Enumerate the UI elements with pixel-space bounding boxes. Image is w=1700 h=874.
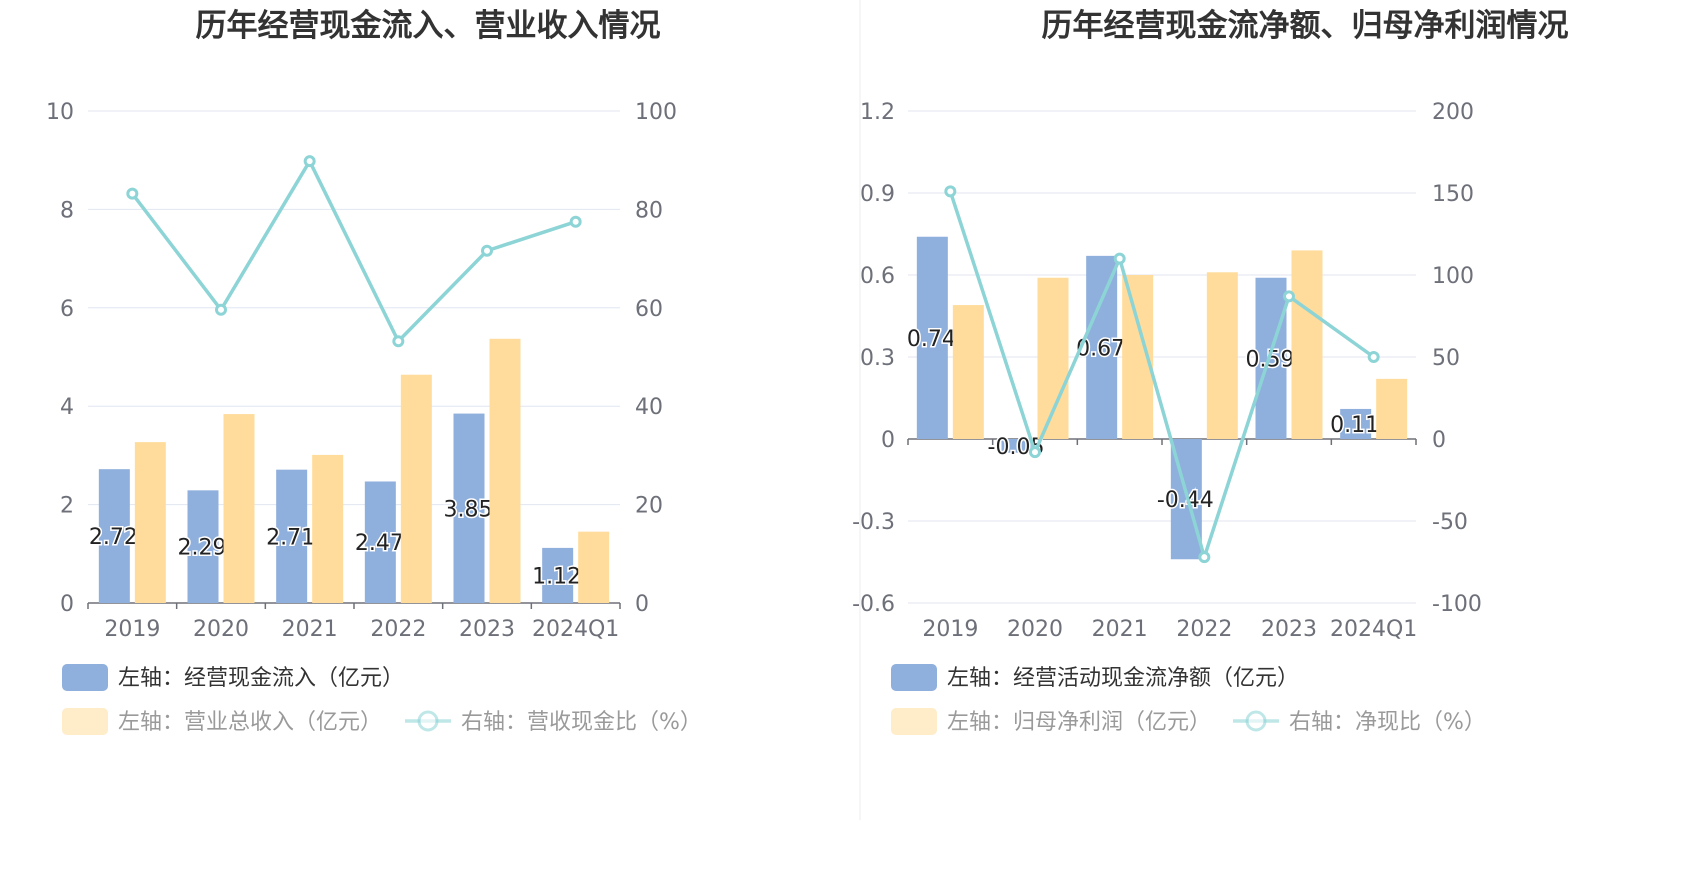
legend-swatch-bar xyxy=(62,664,108,691)
legend-label: 左轴：营业总收入（亿元） xyxy=(118,710,382,735)
legend-label: 左轴：经营活动现金流净额（亿元） xyxy=(947,666,1299,691)
bar-secondary xyxy=(134,442,166,603)
bar-secondary xyxy=(578,531,610,603)
x-axis-category-label: 2022 xyxy=(370,617,426,642)
right-axis-tick-label: 100 xyxy=(635,100,677,125)
legend-swatch-bar xyxy=(891,708,937,735)
left-axis-tick-label: 8 xyxy=(60,198,74,223)
right-axis-tick-label: -100 xyxy=(1432,592,1482,617)
ratio-line-point xyxy=(1283,290,1295,303)
legend-label: 右轴：净现比（%） xyxy=(1289,710,1486,735)
left-axis-tick-label: 0 xyxy=(881,428,895,453)
bar-primary xyxy=(364,481,396,603)
chart-title: 历年经营现金流净额、归母净利润情况 xyxy=(1042,8,1569,44)
bar-data-label: 1.12 xyxy=(532,564,581,589)
x-axis-category-label: 2023 xyxy=(459,617,515,642)
bar-primary xyxy=(542,547,574,603)
x-axis-category-label: 2023 xyxy=(1261,617,1317,642)
bar-data-label: 2.47 xyxy=(355,531,404,556)
right-axis-tick-label: 60 xyxy=(635,297,663,322)
right-axis-tick-label: 50 xyxy=(1432,346,1460,371)
bar-secondary xyxy=(1376,378,1408,439)
right-axis-tick-label: 80 xyxy=(635,198,663,223)
right-axis-tick-label: -50 xyxy=(1432,510,1468,535)
left-axis-tick-label: 10 xyxy=(46,100,74,125)
bar-secondary xyxy=(223,414,255,603)
bar-primary xyxy=(187,490,219,603)
x-axis-category-label: 2024Q1 xyxy=(532,617,619,642)
right-axis-tick-label: 40 xyxy=(635,395,663,420)
left-axis-tick-label: 0.6 xyxy=(860,264,895,289)
ratio-line-point xyxy=(944,185,957,198)
x-axis-category-label: 2022 xyxy=(1176,617,1232,642)
bar-secondary xyxy=(312,454,344,603)
ratio-line-point xyxy=(392,335,405,348)
right-axis-tick-label: 0 xyxy=(1432,428,1446,453)
right-axis-tick-label: 200 xyxy=(1432,100,1474,125)
x-axis-category-label: 2021 xyxy=(282,617,338,642)
right-axis-tick-label: 20 xyxy=(635,494,663,519)
bar-primary xyxy=(1255,277,1287,439)
bar-secondary xyxy=(952,305,984,439)
left-axis-tick-label: 2 xyxy=(60,494,74,519)
ratio-line-point xyxy=(1029,446,1041,459)
bar-primary xyxy=(1086,255,1118,439)
bar-primary xyxy=(276,469,308,603)
x-axis-category-label: 2024Q1 xyxy=(1330,617,1417,642)
left-axis-tick-label: 6 xyxy=(60,297,74,322)
right-axis-tick-label: 150 xyxy=(1432,182,1474,207)
bar-data-label: 0.74 xyxy=(907,327,956,352)
bar-primary xyxy=(1340,408,1372,439)
left-axis-tick-label: 4 xyxy=(60,395,74,420)
x-axis-category-label: 2019 xyxy=(922,617,978,642)
ratio-line-point xyxy=(303,155,316,168)
left-axis-tick-label: 0.9 xyxy=(860,182,895,207)
ratio-line xyxy=(948,190,1375,559)
bar-secondary xyxy=(489,338,521,603)
ratio-line-point xyxy=(481,244,493,257)
x-axis-category-label: 2020 xyxy=(1007,617,1063,642)
ratio-line-point xyxy=(126,187,139,200)
bar-primary xyxy=(98,469,130,603)
left-axis-tick-label: -0.3 xyxy=(852,510,895,535)
x-axis-category-label: 2019 xyxy=(104,617,160,642)
left-axis-tick-label: 1.2 xyxy=(860,100,895,125)
bar-primary xyxy=(453,413,485,603)
left-axis-tick-label: 0 xyxy=(60,592,74,617)
x-axis-category-label: 2020 xyxy=(193,617,249,642)
bar-data-label: 3.85 xyxy=(444,497,493,522)
ratio-line-point xyxy=(215,303,227,316)
legend-label: 左轴：归母净利润（亿元） xyxy=(947,710,1211,735)
bar-data-label: 2.71 xyxy=(266,525,315,550)
chart-panel-net-cashflow-profit: 历年经营现金流净额、归母净利润情况 -0.6 -0.3 0 0.3 0.6 0.9 1.2 -… xyxy=(852,8,1569,735)
legend-swatch-line-marker xyxy=(1245,710,1267,732)
ratio-line xyxy=(130,159,577,344)
ratio-line-point xyxy=(1367,351,1380,363)
legend-label: 左轴：经营现金流入（亿元） xyxy=(118,666,404,691)
bar-secondary xyxy=(1206,272,1238,439)
chart-title: 历年经营现金流入、营业收入情况 xyxy=(196,8,661,44)
legend-swatch-line-marker xyxy=(417,710,439,732)
x-axis-category-label: 2021 xyxy=(1092,617,1148,642)
ratio-line-point xyxy=(1198,551,1211,564)
legend-swatch-bar xyxy=(62,708,108,735)
bar-primary xyxy=(916,236,948,439)
left-axis-tick-label: 0.3 xyxy=(860,346,895,371)
bar-data-label: 2.72 xyxy=(89,525,138,550)
ratio-line-point xyxy=(569,215,582,228)
bar-secondary xyxy=(400,374,432,603)
right-axis-tick-label: 0 xyxy=(635,592,649,617)
bar-primary xyxy=(1001,439,1033,453)
bar-data-label: 0.11 xyxy=(1330,413,1379,438)
left-axis-tick-label: -0.6 xyxy=(852,592,895,617)
legend-swatch-bar xyxy=(891,664,937,691)
bar-secondary xyxy=(1291,250,1323,439)
right-axis-tick-label: 100 xyxy=(1432,264,1474,289)
legend-label: 右轴：营收现金比（%） xyxy=(461,710,702,735)
ratio-line-point xyxy=(1113,252,1126,265)
bar-data-label: 2.29 xyxy=(178,536,227,561)
